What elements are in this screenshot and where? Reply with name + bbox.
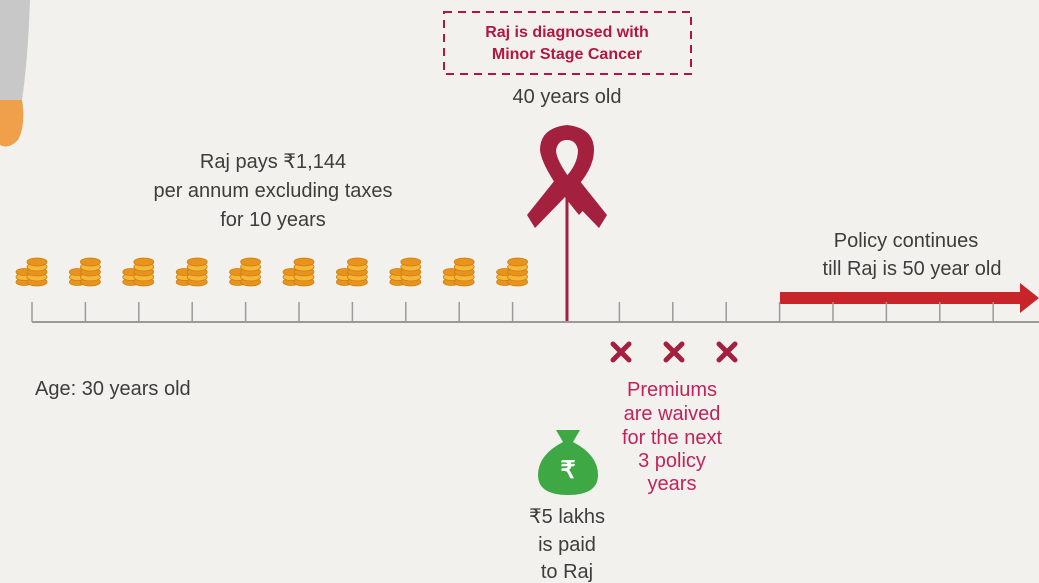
coin-stack <box>497 258 528 286</box>
waiver-text: 3 policy <box>638 450 706 472</box>
coin <box>294 258 314 266</box>
coin <box>80 258 100 266</box>
diagnosis-text: Raj is diagnosed with <box>485 24 649 41</box>
coin <box>187 258 207 266</box>
start-age: Age: 30 years old <box>35 378 191 400</box>
coin <box>134 258 154 266</box>
policy-text: Policy continues <box>834 230 979 252</box>
money-bag: ₹ <box>538 430 598 495</box>
infographic: Raj is diagnosed with Minor Stage Cancer… <box>0 0 1039 583</box>
coin-stacks <box>16 258 528 286</box>
coin <box>27 258 47 266</box>
coin <box>241 258 261 266</box>
payout-text: is paid <box>538 534 596 556</box>
coin <box>347 258 367 266</box>
payout-text: ₹5 lakhs <box>529 506 605 528</box>
coin-stack <box>176 258 207 286</box>
policy-arrow <box>780 283 1039 313</box>
waiver-text: Premiums <box>627 379 717 401</box>
person-shirt <box>0 0 30 100</box>
person-hand <box>0 100 23 147</box>
diagnosis-text: Minor Stage Cancer <box>492 46 642 63</box>
coin-stack <box>336 258 367 286</box>
waiver-text: are waived <box>624 403 721 425</box>
payment-text: Raj pays ₹1,144 <box>200 151 346 173</box>
coin-stack <box>443 258 474 286</box>
cross <box>719 344 735 360</box>
payment-text: for 10 years <box>220 209 326 231</box>
diagnosis-box <box>444 12 691 74</box>
cross <box>613 344 629 360</box>
coin-stack <box>69 258 100 286</box>
coin-stack <box>390 258 421 286</box>
payment-text: per annum excluding taxes <box>153 180 392 202</box>
money-icon: ₹ <box>560 457 575 484</box>
coin-stack <box>123 258 154 286</box>
coin-stack <box>16 258 47 286</box>
coin-stack <box>230 258 261 286</box>
coin-stack <box>283 258 314 286</box>
coin <box>454 258 474 266</box>
waiver-text: for the next <box>622 427 723 449</box>
payout-text: to Raj <box>541 561 593 583</box>
coin <box>401 258 421 266</box>
timeline <box>32 302 1039 322</box>
diagnosis-age: 40 years old <box>513 86 622 108</box>
cancer-ribbon <box>527 125 607 322</box>
coin <box>508 258 528 266</box>
waived-marks <box>613 344 735 360</box>
policy-text: till Raj is 50 year old <box>823 258 1002 280</box>
waiver-text: years <box>648 473 697 495</box>
cross <box>666 344 682 360</box>
